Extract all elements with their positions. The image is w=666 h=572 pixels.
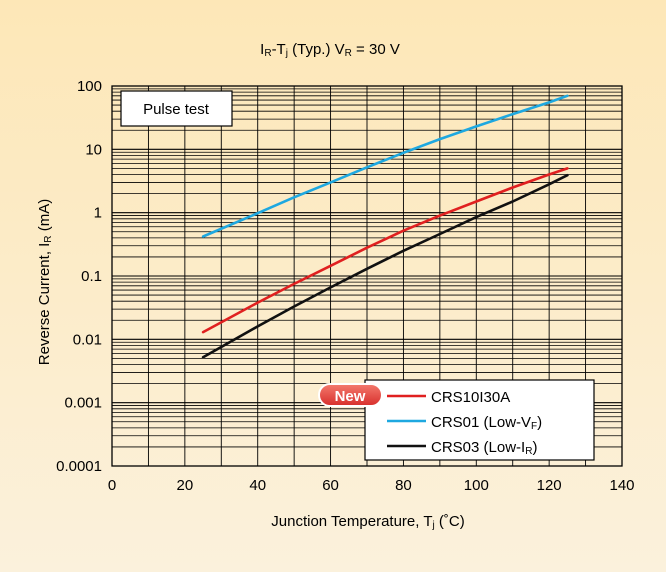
x-tick-label: 80 <box>395 477 412 494</box>
annotation-box <box>120 90 233 127</box>
y-tick-label: 0.0001 <box>56 458 102 475</box>
y-tick-label: 100 <box>77 78 102 95</box>
annotation-pulse-test: Pulse test <box>120 90 233 127</box>
legend-label-crs01: CRS01 (Low-VF) <box>431 414 542 432</box>
series-line-crs01-low-vf <box>201 94 569 238</box>
x-tick-label: 20 <box>177 477 194 494</box>
series-line-crs10i30a <box>201 167 569 334</box>
new-badge-label: New <box>335 388 366 405</box>
x-tick-label: 0 <box>108 477 116 494</box>
y-tick-label: 0.1 <box>81 268 102 285</box>
series-line-crs03-low-ir <box>201 173 569 359</box>
new-badge <box>318 383 383 407</box>
y-axis-label: Reverse Current, IR (mA) <box>36 199 54 365</box>
legend: New CRS10I30A CRS01 (Low-VF) CRS03 (Low-… <box>318 379 595 461</box>
annotation-text: Pulse test <box>143 101 210 118</box>
plot-frame <box>111 85 623 467</box>
y-tick-label: 10 <box>85 141 102 158</box>
x-tick-label: 100 <box>464 477 489 494</box>
x-axis-label: Junction Temperature, Tj (˚C) <box>271 513 464 531</box>
y-tick-label: 0.001 <box>64 395 102 412</box>
x-tick-label: 40 <box>249 477 266 494</box>
tick-labels: 0 20 40 60 80 100 120 140 0.0001 0.001 0.01 0.1 1 10 1… <box>56 78 634 494</box>
series-lines <box>201 94 569 359</box>
chart-title: IR-Tj (Typ.) VR = 30 V <box>260 41 400 59</box>
legend-label-crs03: CRS03 (Low-IR) <box>431 439 537 457</box>
x-tick-label: 140 <box>609 477 634 494</box>
legend-label-crs10i30a: CRS10I30A <box>431 389 510 406</box>
y-tick-label: 0.01 <box>73 331 102 348</box>
x-tick-label: 60 <box>322 477 339 494</box>
x-tick-label: 120 <box>537 477 562 494</box>
y-tick-label: 1 <box>94 205 102 222</box>
